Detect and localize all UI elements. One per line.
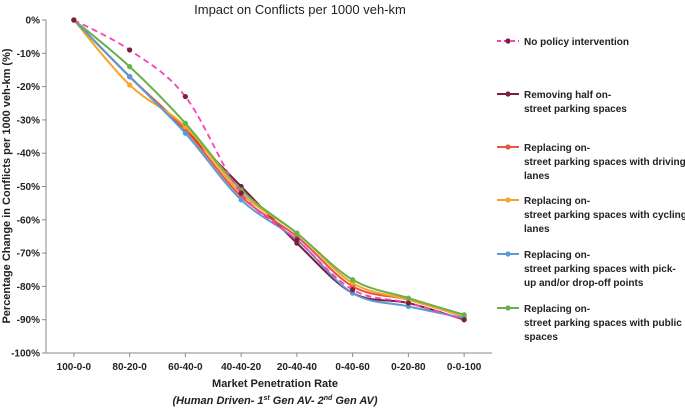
legend-label: up and/or drop-off points <box>524 278 644 289</box>
legend-item: Replacing on-street parking spaces with … <box>497 196 685 235</box>
data-point <box>405 295 411 301</box>
legend-item: No policy intervention <box>497 37 629 48</box>
data-point <box>127 74 133 80</box>
legend-label: spaces <box>524 332 558 343</box>
legend-marker <box>505 144 511 150</box>
y-tick-label: -40% <box>17 149 40 160</box>
x-axis-label: Market Penetration Rate <box>212 378 338 390</box>
y-tick-label: -80% <box>17 282 40 293</box>
series-1 <box>71 17 467 323</box>
legend-label: street parking spaces with public <box>524 318 682 329</box>
legend-label: street parking spaces with driving <box>524 157 685 168</box>
legend-item: Replacing on-street parking spaces with … <box>497 143 685 182</box>
legend-label: Replacing on- <box>524 196 590 207</box>
x-tick-label: 80-20-0 <box>112 362 147 373</box>
y-tick-label: -20% <box>17 82 40 93</box>
data-point <box>350 277 356 283</box>
x-tick-label: 0-20-80 <box>391 362 426 373</box>
series-line <box>73 19 465 321</box>
data-point <box>461 312 467 318</box>
x-axis-sublabel: (Human Driven- 1st Gen AV- 2nd Gen AV) <box>172 395 377 407</box>
series-line <box>73 19 465 321</box>
series-5 <box>71 17 467 318</box>
legend-marker <box>505 305 511 311</box>
legend: No policy intervention Removing half on-s… <box>497 37 685 343</box>
y-tick-label: -10% <box>17 49 40 60</box>
series-2 <box>71 17 467 319</box>
legend-label: lanes <box>524 224 550 235</box>
series-0 <box>71 17 467 323</box>
series-3 <box>71 17 467 319</box>
legend-marker <box>505 251 511 257</box>
x-tick-label: 20-40-40 <box>277 362 317 373</box>
data-point <box>461 317 467 323</box>
legend-marker <box>505 91 511 97</box>
y-tick-label: -60% <box>17 215 40 226</box>
series-line <box>73 19 465 318</box>
data-point <box>127 47 133 53</box>
legend-label: No policy intervention <box>524 37 629 48</box>
legend-label: Removing half on- <box>524 90 611 101</box>
data-point <box>238 190 244 196</box>
chart-title: Impact on Conflicts per 1000 veh-km <box>194 2 406 17</box>
legend-label: Replacing on- <box>524 250 590 261</box>
y-axis-label: Percentage Change in Conflicts per 1000 … <box>1 48 13 323</box>
data-point <box>294 237 300 243</box>
legend-item: Replacing on-street parking spaces with … <box>497 304 682 343</box>
legend-item: Removing half on-street parking spaces <box>497 90 627 115</box>
legend-label: street parking spaces <box>524 104 627 115</box>
series-line <box>73 19 465 316</box>
x-tick-label: 100-0-0 <box>57 362 92 373</box>
legend-marker <box>505 38 511 44</box>
y-tick-label: -50% <box>17 182 40 193</box>
series-layer <box>71 17 467 323</box>
data-point <box>182 120 188 126</box>
y-tick-label: -30% <box>17 115 40 126</box>
data-point <box>182 130 188 136</box>
x-tick-label: 0-0-100 <box>447 362 482 373</box>
data-point <box>127 64 133 70</box>
data-point <box>350 287 356 293</box>
series-line <box>73 19 465 320</box>
legend-label: Replacing on- <box>524 143 590 154</box>
legend-marker <box>505 197 511 203</box>
x-tick-label: 40-40-20 <box>221 362 261 373</box>
legend-label: street parking spaces with cycling <box>524 210 685 221</box>
x-tick-label: 0-40-60 <box>335 362 370 373</box>
legend-label: Replacing on- <box>524 304 590 315</box>
data-point <box>238 197 244 203</box>
data-point <box>294 230 300 236</box>
legend-label: street parking spaces with pick- <box>524 264 676 275</box>
legend-label: lanes <box>524 171 550 182</box>
legend-item: Replacing on-street parking spaces with … <box>497 250 676 289</box>
y-tick-label: -90% <box>17 315 40 326</box>
series-line <box>73 19 465 318</box>
series-4 <box>71 17 467 321</box>
x-tick-label: 60-40-0 <box>168 362 203 373</box>
data-point <box>405 300 411 306</box>
data-point <box>127 82 133 88</box>
y-tick-label: -100% <box>11 349 40 360</box>
data-point <box>71 17 77 23</box>
y-tick-label: 0% <box>26 16 41 27</box>
axes: 0% -10% -20% -30% -40% -50% -60% -70% -80% -90% -1… <box>11 16 492 373</box>
y-tick-label: -70% <box>17 249 40 260</box>
data-point <box>182 93 188 100</box>
